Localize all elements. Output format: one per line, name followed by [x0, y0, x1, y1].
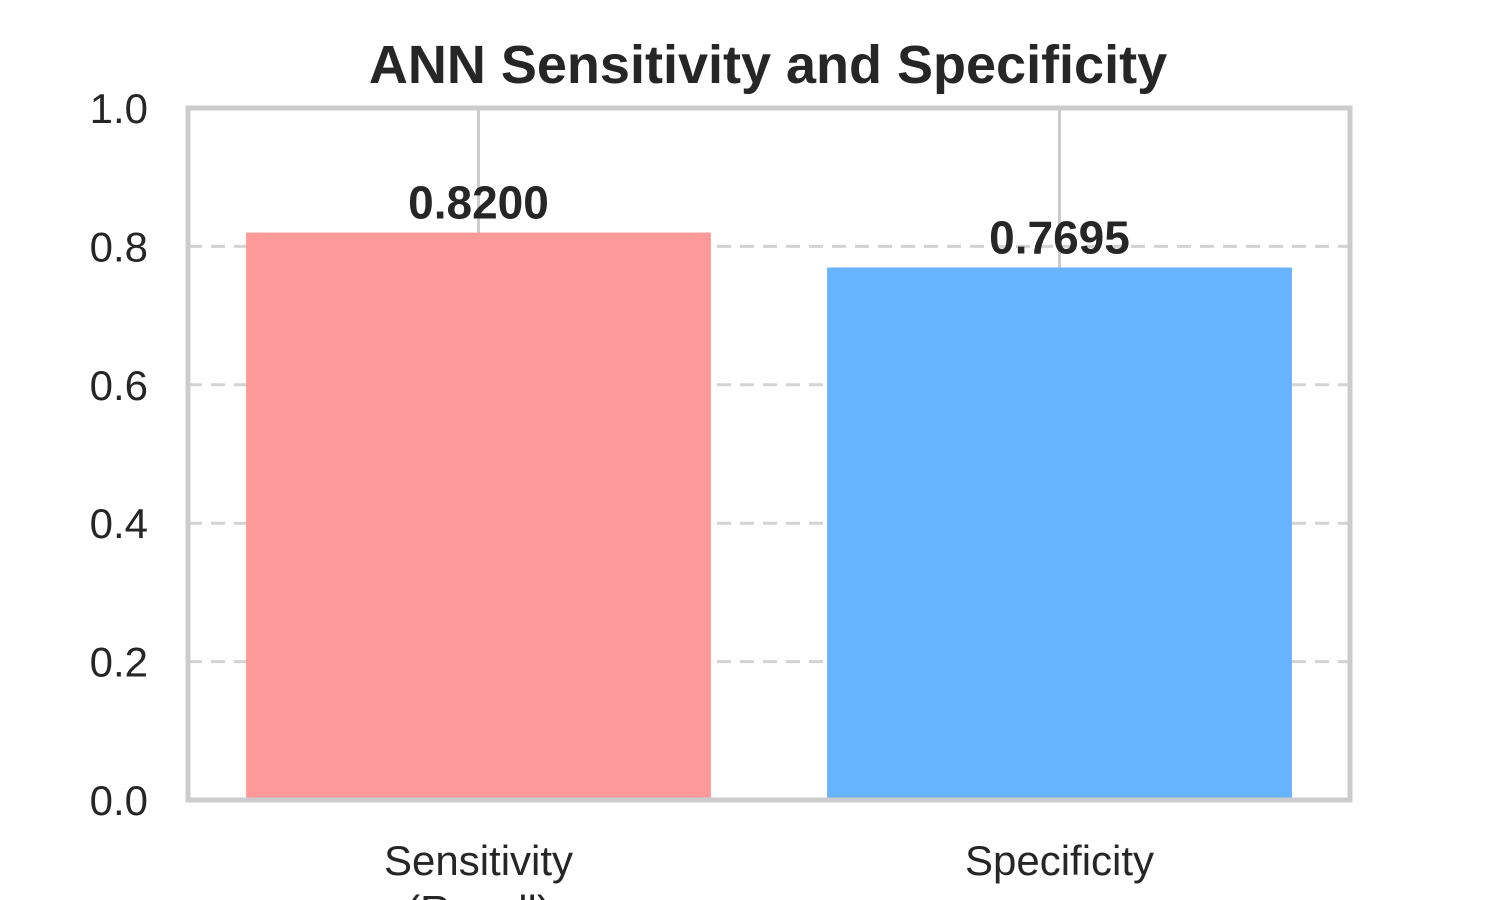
x-tick-label: Specificity: [965, 837, 1154, 884]
x-tick-label: Sensitivity: [384, 837, 573, 884]
y-tick-label: 0.6: [90, 362, 148, 409]
bar: [827, 267, 1292, 801]
y-tick-label: 0.0: [90, 777, 148, 824]
x-tick-label: (Recall): [406, 887, 551, 900]
y-axis-ticks: 0.0 0.2 0.4 0.6 0.8 1.0: [90, 85, 148, 824]
bar: [246, 232, 711, 800]
plot-frame: [185, 105, 1353, 803]
y-tick-label: 0.8: [90, 223, 148, 270]
y-tick-label: 0.4: [90, 500, 148, 547]
data-label: 0.8200: [408, 177, 549, 229]
x-axis-ticks: Sensitivity (Recall) Specificity: [384, 837, 1154, 900]
y-tick-label: 0.2: [90, 639, 148, 686]
data-labels: 0.8200 0.7695: [408, 177, 1130, 264]
y-tick-label: 1.0: [90, 85, 148, 132]
data-label: 0.7695: [989, 212, 1130, 264]
chart-title: ANN Sensitivity and Specificity: [369, 35, 1167, 95]
bars: [246, 232, 1292, 801]
